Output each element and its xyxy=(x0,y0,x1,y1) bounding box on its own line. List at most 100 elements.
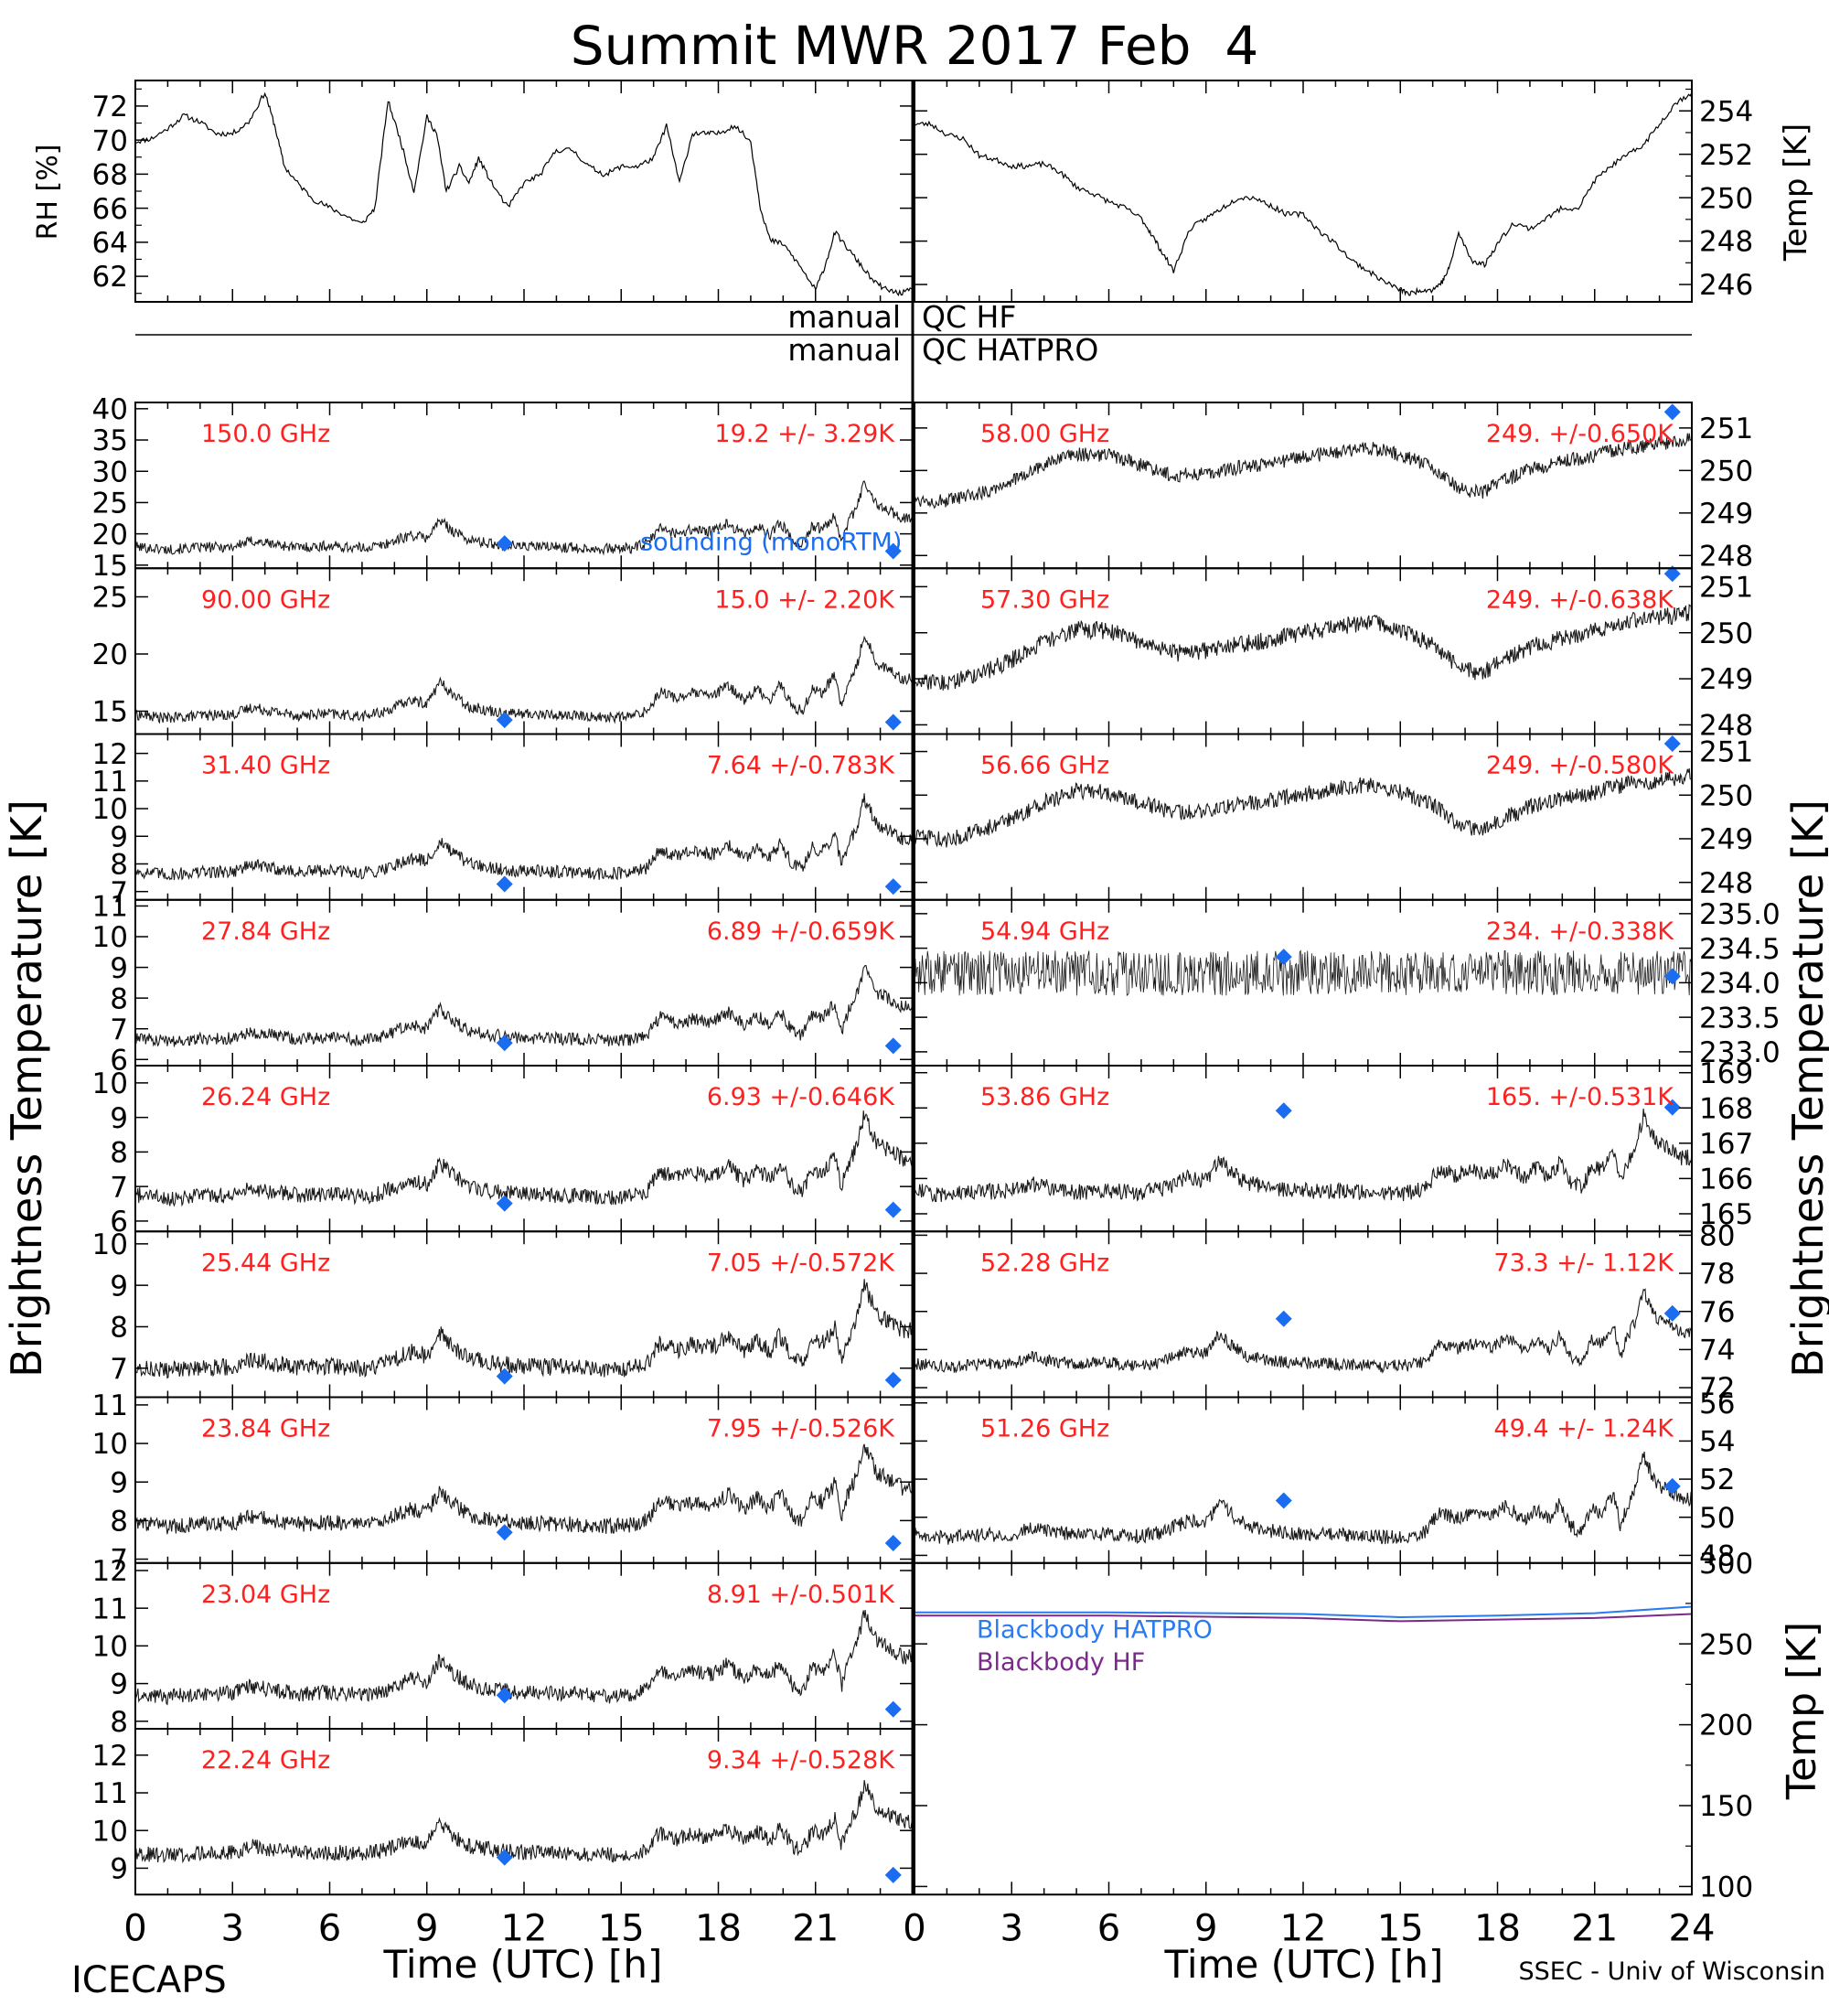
bt_31-channel-label: 31.40 GHz xyxy=(201,752,330,780)
bt_57-y-tick-label: 251 xyxy=(1699,572,1753,605)
bt_27-y-tick-label: 7 xyxy=(110,1013,128,1046)
blackbody-series-line xyxy=(914,1605,1693,1619)
bt_25-y-tick-label: 10 xyxy=(92,1228,128,1261)
bt_51-sounding-marker xyxy=(1663,1477,1681,1495)
bt_51-series-line xyxy=(914,1451,1693,1545)
rh-y-tick-label: 70 xyxy=(92,124,128,157)
bt_51-y-tick-label: 48 xyxy=(1699,1540,1735,1573)
bt_58-y-tick-label: 251 xyxy=(1699,413,1753,445)
x-tick-label-left: 21 xyxy=(792,1907,839,1949)
bt_56-stats-label: 249. +/-0.580K xyxy=(1486,752,1674,780)
bt_54-sounding-marker xyxy=(1275,949,1292,966)
bt_90-y-tick-label: 15 xyxy=(92,696,128,729)
bt_51-y-tick-label: 50 xyxy=(1699,1502,1735,1535)
x-tick-label-right: 12 xyxy=(1280,1907,1327,1949)
bt_56-sounding-marker xyxy=(1663,735,1681,752)
bt_150-y-tick-label: 20 xyxy=(92,519,128,552)
bt_51-channel-label: 51.26 GHz xyxy=(980,1415,1109,1443)
qc-hatpro-right-label: QC HATPRO xyxy=(922,332,1098,368)
temp-axis-label: Temp [K] xyxy=(1778,123,1814,262)
bt_27-channel-label: 27.84 GHz xyxy=(201,917,330,946)
bt_23_84-channel-label: 23.84 GHz xyxy=(201,1415,330,1443)
bt_27-series-line xyxy=(134,964,914,1047)
bt_23_84-y-tick-label: 8 xyxy=(110,1506,128,1539)
x-tick-label-left: 9 xyxy=(415,1907,438,1949)
bt_22-series-line xyxy=(134,1780,914,1864)
bt_27-y-tick-label: 9 xyxy=(110,952,128,985)
bt_57-y-tick-label: 249 xyxy=(1699,663,1753,696)
bt_53-channel-label: 53.86 GHz xyxy=(980,1083,1109,1111)
bt_26-y-tick-label: 8 xyxy=(110,1137,128,1170)
temp-y-tick-label: 248 xyxy=(1699,226,1753,259)
bt_22-sounding-marker xyxy=(884,1866,902,1883)
bt_53-y-tick-label: 169 xyxy=(1699,1057,1753,1090)
blackbody-y-tick-label: 100 xyxy=(1699,1871,1753,1904)
bt_26-y-tick-label: 9 xyxy=(110,1102,128,1135)
bt_54-series-line xyxy=(914,949,1693,997)
bt_90-channel-label: 90.00 GHz xyxy=(201,585,330,614)
x-tick-label-right: 15 xyxy=(1377,1907,1424,1949)
bt_31-y-tick-label: 9 xyxy=(110,820,128,853)
bt_53-series-line xyxy=(914,1108,1693,1203)
x-tick-label-left: 18 xyxy=(695,1907,742,1949)
bt_51-sounding-marker xyxy=(1275,1492,1292,1509)
bt_56-y-tick-label: 250 xyxy=(1699,779,1753,812)
bt_23_84-series-line xyxy=(134,1443,914,1535)
x-tick-label-left: 15 xyxy=(598,1907,645,1949)
bt_54-y-tick-label: 234.0 xyxy=(1699,968,1781,1001)
bt_58-stats-label: 249. +/-0.650K xyxy=(1486,420,1674,448)
x-tick-label-right: 21 xyxy=(1571,1907,1618,1949)
bt_25-channel-label: 25.44 GHz xyxy=(201,1249,330,1277)
bt_27-y-tick-label: 10 xyxy=(92,921,128,954)
bt_25-y-tick-label: 8 xyxy=(110,1312,128,1345)
bt_23_84-stats-label: 7.95 +/-0.526K xyxy=(707,1415,895,1443)
x-tick-label-right: 0 xyxy=(903,1907,925,1949)
rh-y-tick-label: 68 xyxy=(92,159,128,192)
bt_54-y-tick-label: 233.0 xyxy=(1699,1036,1781,1069)
bt_23_04-y-tick-label: 9 xyxy=(110,1668,128,1701)
bt_58-y-tick-label: 249 xyxy=(1699,498,1753,531)
bt_52-y-tick-label: 74 xyxy=(1699,1335,1735,1367)
bt_150-series-line xyxy=(134,480,914,556)
bt_23_84-y-tick-label: 9 xyxy=(110,1466,128,1499)
blackbody-y-tick-label: 200 xyxy=(1699,1710,1753,1743)
bt_54-y-tick-label: 233.5 xyxy=(1699,1002,1781,1035)
bt_52-y-tick-label: 76 xyxy=(1699,1296,1735,1329)
bt-axis-label-right: Brightness Temperature [K] xyxy=(1783,799,1829,1378)
bt_54-y-tick-label: 235.0 xyxy=(1699,898,1781,931)
bt_51-y-tick-label: 54 xyxy=(1699,1426,1735,1459)
bt_23_84-y-tick-label: 11 xyxy=(92,1389,128,1422)
bt_90-sounding-marker xyxy=(496,712,513,729)
qc-hf-left-label: manual xyxy=(787,299,901,335)
bt_23_84-sounding-marker xyxy=(496,1524,513,1541)
bt_31-stats-label: 7.64 +/-0.783K xyxy=(707,752,895,780)
x-tick-label-right: 6 xyxy=(1097,1907,1120,1949)
bt_57-series-line xyxy=(914,603,1693,691)
bt_31-y-tick-label: 12 xyxy=(92,738,128,771)
bt_90-series-line xyxy=(134,635,914,724)
bt_22-y-tick-label: 10 xyxy=(92,1815,128,1848)
qc-strip: manual QC HF manual QC HATPRO xyxy=(135,299,1692,368)
bt_23_84-sounding-marker xyxy=(884,1535,902,1552)
rh-y-tick-label: 66 xyxy=(92,193,128,226)
bt_23_04-stats-label: 8.91 +/-0.501K xyxy=(707,1581,895,1609)
bt_150-y-tick-label: 40 xyxy=(92,393,128,426)
bt_23_84-y-tick-label: 10 xyxy=(92,1428,128,1461)
bt_51-stats-label: 49.4 +/- 1.24K xyxy=(1493,1415,1674,1443)
bt_58-sounding-marker xyxy=(1663,403,1681,421)
x-tick-label-left: 6 xyxy=(318,1907,341,1949)
bt_58-y-tick-label: 250 xyxy=(1699,456,1753,488)
bt_54-sounding-marker xyxy=(1663,968,1681,985)
bt_54-stats-label: 234. +/-0.338K xyxy=(1486,917,1674,946)
footer-right-label: SSEC - Univ of Wisconsin xyxy=(1519,1957,1825,1986)
bt_27-sounding-marker xyxy=(884,1037,902,1055)
page-title: Summit MWR 2017 Feb 4 xyxy=(571,15,1259,77)
bt_58-series-line xyxy=(914,433,1693,509)
bt_26-y-tick-label: 6 xyxy=(110,1206,128,1239)
bt_56-y-tick-label: 251 xyxy=(1699,736,1753,769)
x-axis-label-right: Time (UTC) [h] xyxy=(1164,1942,1444,1987)
bt_150-stats-label: 19.2 +/- 3.29K xyxy=(714,420,895,448)
rh-y-tick-label: 62 xyxy=(92,261,128,294)
x-axis-label-left: Time (UTC) [h] xyxy=(383,1942,663,1987)
bt_53-stats-label: 165. +/-0.531K xyxy=(1486,1083,1674,1111)
